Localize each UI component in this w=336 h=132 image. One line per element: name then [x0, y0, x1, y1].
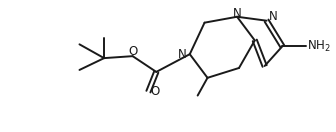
Text: N: N: [233, 7, 242, 20]
Text: NH$_2$: NH$_2$: [307, 39, 331, 54]
Text: N: N: [178, 48, 187, 61]
Text: O: O: [128, 45, 137, 58]
Text: N: N: [268, 10, 277, 23]
Text: O: O: [151, 85, 160, 98]
